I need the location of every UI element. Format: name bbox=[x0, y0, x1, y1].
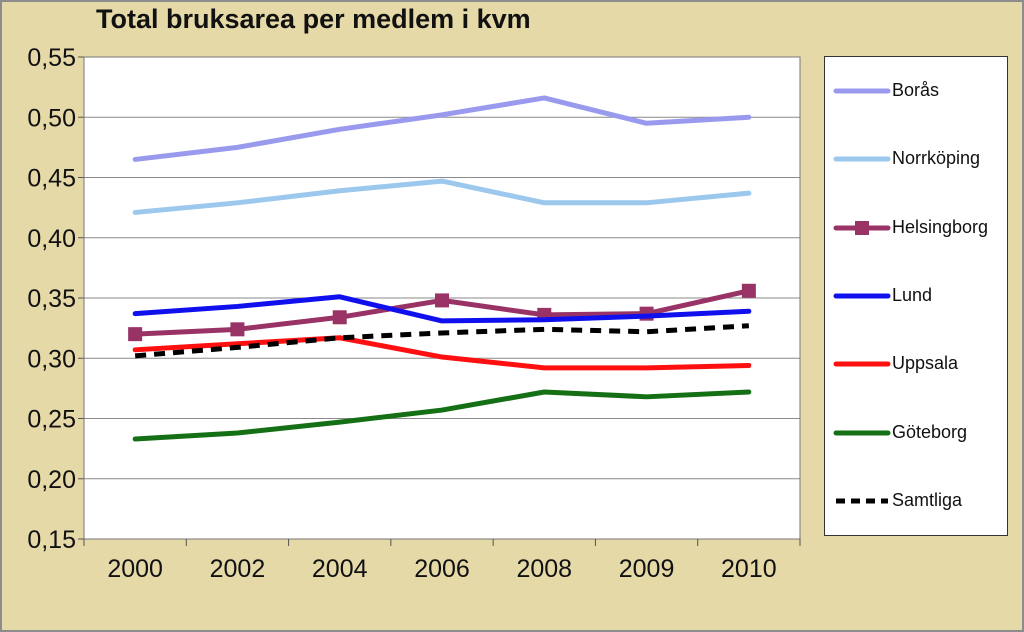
series-group bbox=[128, 95, 756, 442]
legend-item: Norrköping bbox=[825, 144, 1007, 174]
x-tick-label: 2004 bbox=[312, 555, 368, 583]
legend-label: Göteborg bbox=[892, 421, 968, 442]
x-tick-label: 2008 bbox=[516, 555, 572, 583]
y-tick-label: 0,35 bbox=[27, 285, 76, 313]
series-marker bbox=[332, 310, 347, 325]
series-marker bbox=[230, 322, 245, 337]
legend-swatch bbox=[833, 88, 891, 94]
x-axis: 2000 2002 2004 2006 2008 2009 2010 bbox=[107, 555, 776, 583]
plot-border bbox=[83, 56, 801, 540]
x-tick-label: 2006 bbox=[414, 555, 470, 583]
legend-item: Uppsala bbox=[825, 349, 1007, 379]
legend-label: Samtliga bbox=[892, 489, 963, 510]
y-tick-label: 0,40 bbox=[27, 225, 76, 253]
legend-label: Uppsala bbox=[892, 353, 959, 374]
legend-swatch bbox=[833, 220, 891, 235]
series-marker bbox=[741, 283, 756, 298]
series-line bbox=[132, 95, 752, 162]
legend-label: Helsingborg bbox=[892, 216, 989, 237]
legend-item: Lund bbox=[825, 281, 1007, 311]
legend-item: Borås bbox=[825, 76, 1007, 106]
legend-label: Lund bbox=[892, 285, 933, 305]
series-marker bbox=[128, 327, 143, 342]
y-tick-label: 0,50 bbox=[27, 104, 76, 132]
series-line bbox=[132, 335, 752, 371]
legend-item: Helsingborg bbox=[825, 213, 1007, 243]
y-tick-label: 0,45 bbox=[27, 165, 76, 193]
x-tick-label: 2009 bbox=[619, 555, 675, 583]
y-tick-label: 0,15 bbox=[27, 526, 76, 554]
series-line bbox=[134, 323, 750, 359]
legend-swatch bbox=[833, 156, 891, 162]
y-tick-label: 0,25 bbox=[27, 406, 76, 434]
series-line bbox=[132, 389, 752, 442]
y-axis: 0,15 0,20 0,25 0,30 0,35 0,40 0,45 0,50 0,55 bbox=[27, 44, 76, 554]
y-tick-label: 0,30 bbox=[27, 345, 76, 373]
legend-label: Borås bbox=[892, 80, 940, 101]
x-tick-label: 2000 bbox=[107, 555, 163, 583]
legend-item: Samtliga bbox=[825, 486, 1007, 516]
legend: Borås Norrköping Helsingborg Lund Uppsala Göt… bbox=[824, 56, 1008, 536]
legend-swatch bbox=[836, 498, 888, 504]
chart-title: Total bruksarea per medlem i kvm bbox=[96, 4, 531, 34]
legend-swatch bbox=[833, 293, 891, 299]
legend-item: Göteborg bbox=[825, 418, 1007, 448]
series-line bbox=[132, 294, 752, 324]
legend-label: Norrköping bbox=[892, 148, 981, 169]
legend-marker bbox=[855, 220, 869, 235]
y-tick-label: 0,55 bbox=[27, 44, 76, 72]
legend-swatch bbox=[833, 361, 891, 367]
x-tick-label: 2002 bbox=[210, 555, 266, 583]
series-line bbox=[132, 178, 752, 215]
x-tick-label: 2010 bbox=[721, 555, 777, 583]
gridlines bbox=[78, 56, 801, 546]
y-tick-label: 0,20 bbox=[27, 466, 76, 494]
legend-swatch bbox=[833, 430, 891, 436]
series-marker bbox=[435, 293, 449, 308]
